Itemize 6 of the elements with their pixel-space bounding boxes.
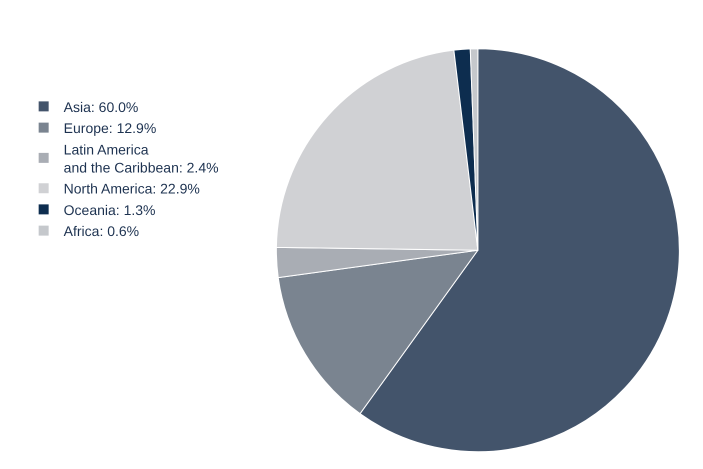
legend-label: North America: 22.9% xyxy=(64,180,200,197)
legend-label: Oceania: 1.3% xyxy=(64,202,156,218)
legend-label: Europe: 12.9% xyxy=(64,120,156,136)
legend-label: Latin America and the Caribbean: 2.4% xyxy=(64,141,219,176)
legend-label: Asia: 60.0% xyxy=(64,98,138,115)
legend-label: Africa: 0.6% xyxy=(64,223,140,240)
